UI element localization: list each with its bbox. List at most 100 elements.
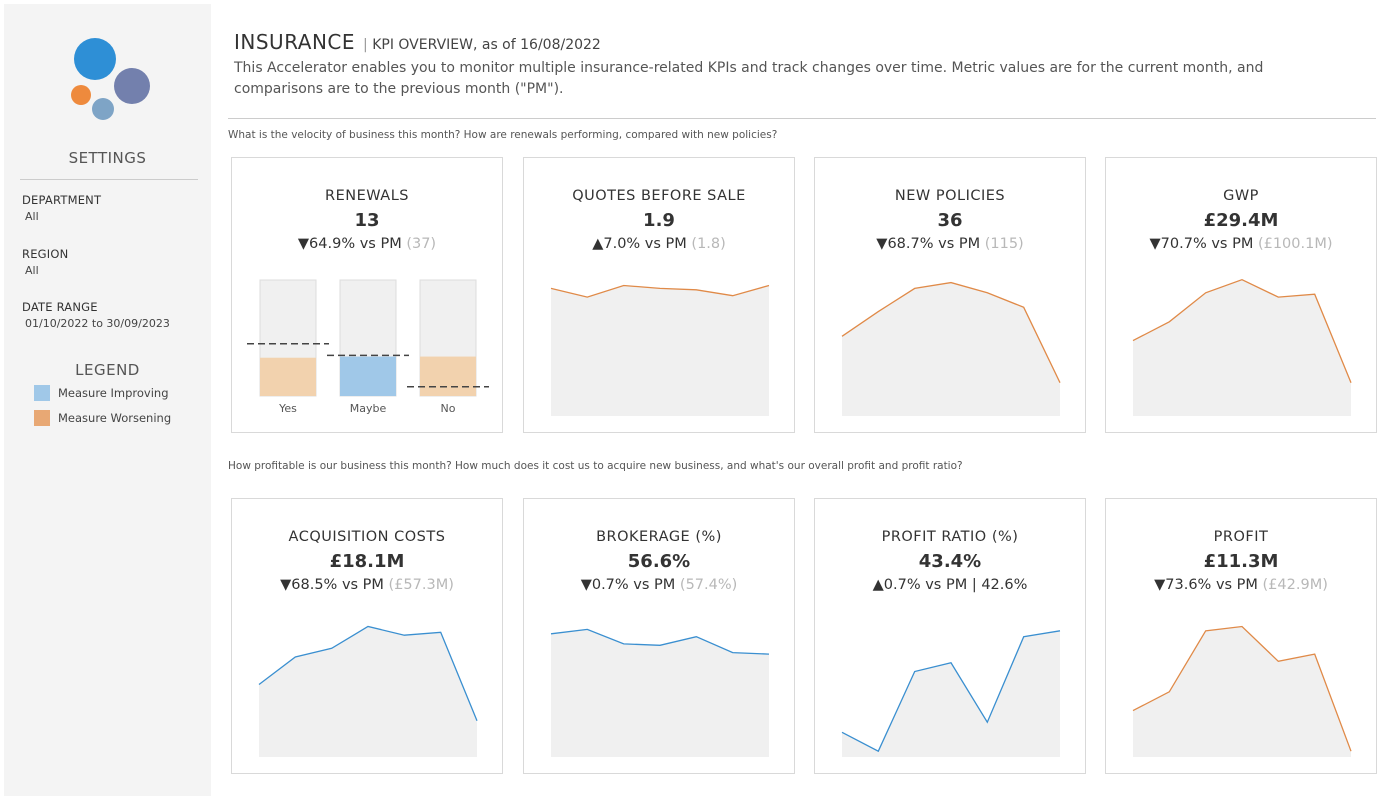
bar-label-yes: Yes [278, 402, 297, 415]
kpi-value: 43.4% [918, 551, 982, 572]
kpi-change-text: 7.0% vs PM [603, 236, 687, 252]
kpi-chart[interactable] [815, 263, 1087, 433]
kpi-previous-value: (57.4%) [679, 577, 738, 593]
kpi-change-text: 68.7% vs PM [887, 236, 981, 252]
area-fill [551, 285, 769, 416]
kpi-previous-value: (115) [984, 236, 1024, 252]
trend-line [258, 625, 478, 722]
page-header: INSURANCE | KPI OVERVIEW, as of 16/08/20… [234, 30, 601, 54]
trend-line [1132, 625, 1352, 752]
kpi-chart[interactable] [815, 604, 1087, 774]
kpi-card-new-policies[interactable]: NEW POLICIES 36 ▼68.7% vs PM (115) [814, 157, 1086, 433]
section-question-profitability: How profitable is our business this mont… [228, 460, 963, 472]
settings-divider [20, 179, 198, 180]
legend-worsening: Measure Worsening [34, 410, 171, 426]
kpi-value: 13 [354, 210, 380, 231]
kpi-change-text: 70.7% vs PM [1160, 236, 1254, 252]
kpi-card-brokerage[interactable]: BROKERAGE (%) 56.6% ▼0.7% vs PM (57.4%) [523, 498, 795, 774]
filter-department-label: DEPARTMENT [22, 193, 102, 207]
kpi-value: 56.6% [627, 551, 691, 572]
kpi-title: NEW POLICIES [894, 188, 1006, 204]
page-title: INSURANCE [234, 30, 356, 54]
kpi-chart[interactable] [524, 604, 796, 774]
kpi-change-text: 0.7% vs PM [591, 577, 676, 593]
filter-department-value[interactable]: All [25, 210, 39, 223]
kpi-card-acquisition-costs[interactable]: ACQUISITION COSTS £18.1M ▼68.5% vs PM (£57… [231, 498, 503, 774]
area-fill [551, 629, 769, 757]
kpi-chart[interactable]: Yes Maybe No [232, 263, 504, 433]
trend-line [841, 281, 1061, 383]
kpi-previous-value: (£100.1M) [1257, 236, 1333, 252]
kpi-change: ▼73.6% vs PM (£42.9M) [1106, 577, 1376, 593]
area-fill [259, 626, 477, 757]
chart-svg [1132, 278, 1352, 416]
kpi-change: ▲0.7% vs PM | 42.6% [815, 577, 1085, 593]
kpi-trend-arrow-icon: ▼ [580, 577, 592, 593]
trend-line [841, 630, 1061, 753]
kpi-chart[interactable] [1106, 263, 1378, 433]
section-question-velocity: What is the velocity of business this mo… [228, 129, 778, 141]
logo-bubble-orange [71, 85, 91, 105]
chart-svg: Yes Maybe No [247, 279, 489, 415]
page-subtitle-text: KPI OVERVIEW, as of 16/08/2022 [372, 37, 601, 53]
kpi-chart[interactable] [1106, 604, 1378, 774]
kpi-trend-arrow-icon: ▼ [1154, 577, 1166, 593]
kpi-card-quotes-before-sale[interactable]: QUOTES BEFORE SALE 1.9 ▲7.0% vs PM (1.8) [523, 157, 795, 433]
bar-maybe [340, 356, 396, 396]
kpi-change-text: 0.7% vs PM | 42.6% [883, 577, 1028, 593]
filter-region[interactable]: REGION All [22, 247, 68, 277]
kpi-value: £29.4M [1203, 210, 1279, 231]
kpi-chart[interactable] [232, 604, 504, 774]
area-fill [842, 630, 1060, 757]
chart-svg [550, 284, 770, 416]
bar-label-no: No [441, 402, 456, 415]
kpi-title: BROKERAGE (%) [596, 529, 722, 545]
chart-svg [258, 625, 478, 757]
kpi-title: ACQUISITION COSTS [288, 529, 446, 545]
legend-worsening-label: Measure Worsening [58, 411, 172, 425]
kpi-card-gwp[interactable]: GWP £29.4M ▼70.7% vs PM (£100.1M) [1105, 157, 1377, 433]
settings-title: SETTINGS [68, 149, 147, 167]
kpi-previous-value: (£57.3M) [388, 577, 454, 593]
kpi-chart[interactable] [524, 263, 796, 433]
bar-yes [260, 357, 316, 396]
kpi-trend-arrow-icon: ▼ [1149, 236, 1161, 252]
area-fill [1133, 626, 1351, 757]
kpi-change: ▼68.7% vs PM (115) [815, 236, 1085, 252]
legend-worsening-swatch [34, 410, 50, 426]
kpi-previous-value: (37) [406, 236, 437, 252]
kpi-trend-arrow-icon: ▼ [297, 236, 310, 252]
title-separator: | [363, 37, 368, 53]
kpi-previous-value: (£42.9M) [1262, 577, 1328, 593]
legend-improving-label: Measure Improving [58, 386, 169, 400]
kpi-value: 1.9 [643, 210, 675, 231]
filter-date-range-value[interactable]: 01/10/2022 to 30/09/2023 [25, 317, 170, 330]
bar-no [420, 356, 476, 396]
kpi-change-text: 68.5% vs PM [291, 577, 384, 593]
chart-svg [1132, 625, 1352, 757]
filter-region-value[interactable]: All [25, 264, 39, 277]
bar-label-maybe: Maybe [350, 402, 387, 415]
kpi-value: 36 [937, 210, 963, 231]
filter-region-label: REGION [22, 247, 69, 261]
app-logo [71, 38, 150, 120]
kpi-card-profit[interactable]: PROFIT £11.3M ▼73.6% vs PM (£42.9M) [1105, 498, 1377, 774]
kpi-title: QUOTES BEFORE SALE [572, 188, 746, 204]
kpi-title: PROFIT [1213, 529, 1269, 545]
legend-improving-swatch [34, 385, 50, 401]
kpi-value: £18.1M [329, 551, 405, 572]
kpi-change: ▲7.0% vs PM (1.8) [524, 236, 794, 252]
kpi-card-profit-ratio[interactable]: PROFIT RATIO (%) 43.4% ▲0.7% vs PM | 42.6% [814, 498, 1086, 774]
kpi-value: £11.3M [1203, 551, 1279, 572]
filter-department[interactable]: DEPARTMENT All [22, 193, 101, 223]
area-fill [842, 282, 1060, 416]
area-fill [1133, 279, 1351, 416]
kpi-change: ▼70.7% vs PM (£100.1M) [1106, 236, 1376, 252]
logo-bubble-steel [92, 98, 114, 120]
kpi-card-renewals[interactable]: RENEWALS 13 ▼64.9% vs PM (37) Yes Maybe No [231, 157, 503, 433]
filter-date-range[interactable]: DATE RANGE 01/10/2022 to 30/09/2023 [22, 300, 170, 330]
legend-improving: Measure Improving [34, 385, 169, 401]
kpi-previous-value: (1.8) [691, 236, 726, 252]
logo-bubble-blue [74, 38, 116, 80]
filter-date-range-label: DATE RANGE [22, 300, 98, 314]
